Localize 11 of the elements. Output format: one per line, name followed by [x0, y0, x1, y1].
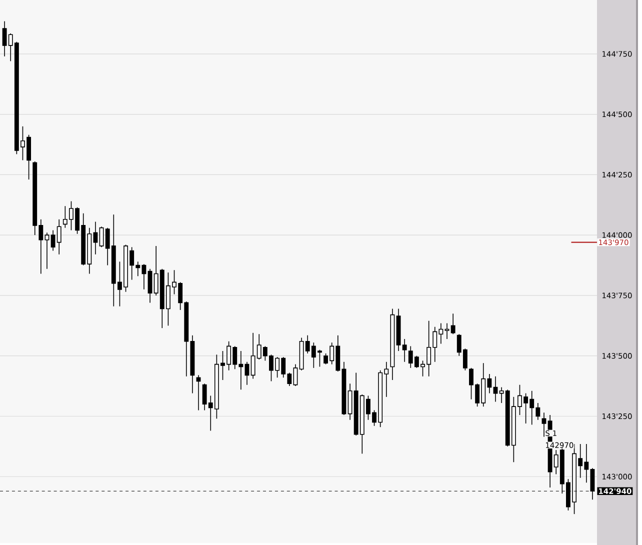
- candlestick: [244, 361, 250, 386]
- candlestick: [444, 322, 450, 340]
- candlestick: [99, 226, 104, 248]
- candlestick: [148, 268, 152, 304]
- candlestick: [293, 364, 298, 386]
- candlestick: [402, 338, 407, 362]
- candlestick: [542, 412, 546, 438]
- candlestick: [196, 374, 201, 411]
- candlestick: [44, 232, 50, 270]
- candlestick: [450, 313, 456, 335]
- candlestick: [348, 383, 352, 420]
